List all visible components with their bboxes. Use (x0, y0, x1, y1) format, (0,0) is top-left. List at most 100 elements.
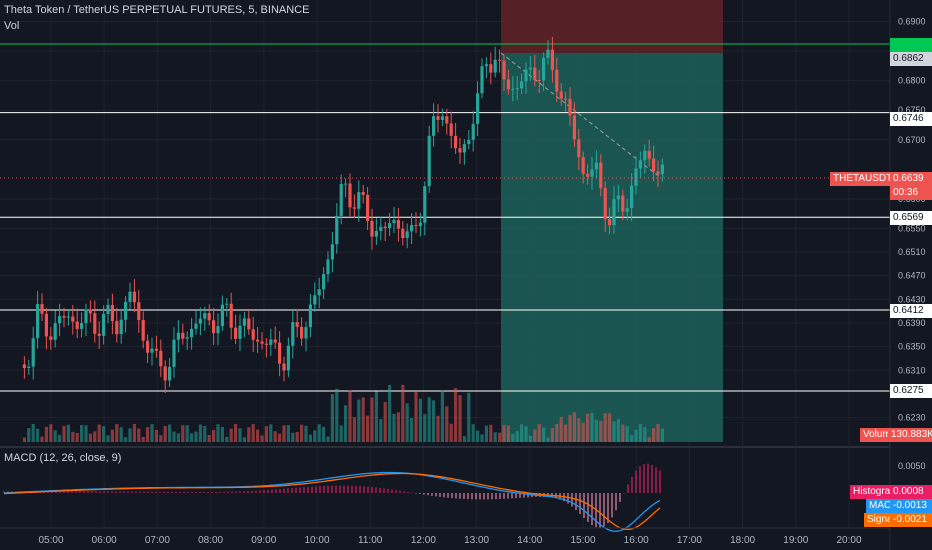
volume-bar (476, 430, 480, 442)
histogram-bar (267, 489, 269, 493)
volume-bar (62, 425, 66, 442)
time-tick-label: 07:00 (145, 535, 170, 546)
candle-body (119, 319, 123, 335)
volume-bar (401, 384, 405, 442)
volume-bar (106, 435, 110, 442)
candle-body (31, 338, 35, 367)
candle-body (75, 321, 79, 329)
volume-label[interactable]: Vol (4, 20, 20, 32)
symbol-title[interactable]: Theta Token / TetherUS PERPETUAL FUTURES… (4, 4, 310, 16)
volume-bar (484, 425, 488, 442)
volume-bar (128, 428, 132, 442)
current-price-value: 0.6639 (893, 173, 924, 184)
volume-bar (625, 426, 629, 442)
time-tick-label: 20:00 (836, 535, 861, 546)
time-tick-label: 14:00 (517, 535, 542, 546)
histogram-bar (199, 491, 201, 493)
volume-bar (273, 431, 277, 442)
volume-bar (286, 424, 290, 442)
candle-body (27, 366, 31, 369)
volume-bar (185, 425, 189, 442)
histogram-bar (367, 486, 369, 493)
macd-title[interactable]: MACD (12, 26, close, 9) (4, 452, 122, 464)
histogram-bar (647, 463, 649, 493)
histogram-bar (107, 491, 109, 493)
candle-body (110, 304, 114, 322)
candle-body (493, 59, 497, 73)
green-level-badge: 0.6862 (890, 38, 932, 52)
volume-bar (515, 430, 519, 442)
volume-bar (396, 412, 400, 442)
level-value-1: 0.6746 (893, 113, 924, 124)
histogram-bar (503, 493, 505, 499)
candle-body (44, 313, 48, 337)
candle-body (264, 343, 268, 345)
volume-bar (621, 424, 625, 442)
histogram-bar (583, 493, 585, 519)
volume-bar (405, 403, 409, 442)
entry-price-value: 0.6862 (893, 53, 924, 64)
candle-body (282, 363, 286, 371)
candle-body (238, 325, 242, 339)
candle-body (489, 64, 493, 73)
take-profit-zone[interactable] (501, 53, 723, 442)
volume-bar (524, 426, 528, 442)
time-axis[interactable]: 05:00 06:00 07:00 08:00 09:00 10:00 11:00 12:00… (38, 535, 861, 546)
candle-body (97, 333, 101, 336)
volume-bar (247, 427, 251, 442)
price-tick-label: 0.6700 (898, 135, 926, 145)
volume-bar (97, 424, 101, 442)
volume-bar (638, 424, 642, 442)
candle-body (58, 316, 62, 324)
candle-body (256, 339, 260, 342)
volume-bar (141, 436, 145, 442)
histogram-bar (627, 484, 629, 493)
candle-body (53, 323, 57, 340)
candles[interactable] (22, 36, 664, 394)
histogram-bar (459, 493, 461, 499)
volume-bar (559, 416, 563, 442)
volume-bar (137, 428, 141, 442)
volume-bar (176, 433, 180, 442)
histogram-bar (523, 493, 525, 498)
candle-body (476, 93, 480, 124)
histogram-bar (399, 490, 401, 493)
candle-body (630, 185, 634, 209)
volume-bar (53, 430, 57, 442)
candle-body (115, 321, 119, 335)
volume-bar (599, 420, 603, 442)
candle-body (432, 116, 436, 136)
time-tick-label: 09:00 (251, 535, 276, 546)
horizontal-levels[interactable] (0, 43, 890, 392)
histogram-bar (603, 493, 605, 527)
volume-bar (445, 406, 449, 442)
candle-body (242, 318, 246, 326)
candle-body (190, 328, 194, 338)
candle-body (625, 208, 629, 212)
volume-bar (630, 435, 634, 442)
histogram-bar (203, 491, 205, 493)
candle-body (612, 199, 616, 226)
histogram-bar (527, 493, 529, 498)
volume-bar (36, 428, 40, 442)
candle-body (484, 64, 488, 67)
time-tick-label: 06:00 (92, 535, 117, 546)
histogram-bar (195, 491, 197, 493)
candle-body (348, 183, 352, 208)
time-tick-label: 05:00 (38, 535, 63, 546)
candle-body (572, 115, 576, 140)
candle-body (322, 274, 326, 290)
histogram-bar (343, 485, 345, 493)
volume-bar (352, 417, 356, 442)
candle-body (537, 80, 541, 82)
stop-loss-zone[interactable] (501, 0, 723, 53)
histogram-bar (587, 493, 589, 522)
candle-body (159, 350, 163, 367)
histogram-bar (575, 493, 577, 511)
time-tick-label: 10:00 (304, 535, 329, 546)
histogram-bar (271, 489, 273, 493)
histogram-bar (379, 487, 381, 493)
candle-body (392, 219, 396, 224)
signal-label: Signal (864, 513, 898, 527)
